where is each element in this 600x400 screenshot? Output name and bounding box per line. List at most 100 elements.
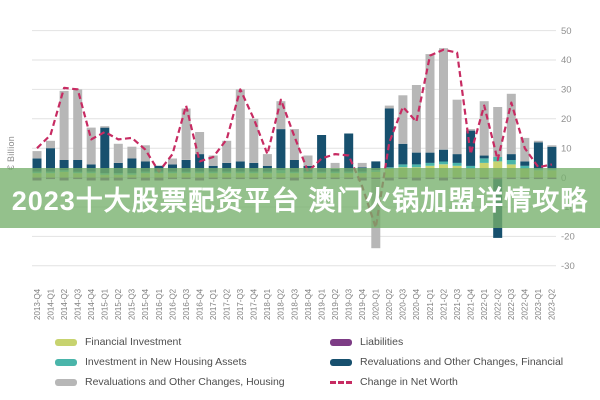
- y-tick-label: 20: [561, 114, 572, 125]
- bar-segment: [452, 99, 462, 155]
- x-tick-label: 2018-Q2: [277, 288, 286, 320]
- legend-item: Liabilities: [330, 334, 590, 350]
- bar-segment: [181, 160, 191, 172]
- bar-segment: [262, 154, 272, 166]
- bar-segment: [452, 162, 462, 166]
- x-tick-label: 2019-Q2: [331, 288, 340, 320]
- legend-column-left: Financial Investment Investment in New Ho…: [55, 330, 315, 396]
- x-tick-label: 2018-Q4: [304, 288, 313, 320]
- x-tick-label: 2020-Q1: [372, 288, 381, 320]
- bar-segment: [506, 154, 516, 160]
- bar-segment: [479, 155, 489, 159]
- x-tick-label: 2018-Q1: [263, 288, 272, 320]
- bar-segment: [59, 160, 69, 171]
- bar-segment: [127, 146, 137, 159]
- x-tick-label: 2021-Q4: [466, 288, 475, 320]
- bar-segment: [222, 140, 232, 163]
- bar-segment: [289, 160, 299, 172]
- bar-segment: [330, 162, 340, 169]
- bar-segment: [479, 158, 489, 163]
- bar-segment: [506, 160, 516, 165]
- legend-color-swatch: [330, 358, 352, 366]
- x-tick-label: 2022-Q2: [494, 288, 503, 320]
- x-tick-label: 2014-Q2: [60, 288, 69, 320]
- bar-segment: [533, 140, 543, 143]
- bar-segment: [289, 129, 299, 160]
- legend-dashed-line-swatch: [330, 380, 352, 384]
- bar-segment: [46, 140, 55, 149]
- x-tick-label: 2021-Q1: [426, 288, 435, 320]
- legend-column-right: Liabilities Revaluations and Other Change…: [330, 330, 590, 396]
- x-tick-label: 2021-Q2: [439, 288, 448, 320]
- net-worth-chart: 50403020100-10-20-302013-Q42014-Q12014-Q…: [32, 26, 575, 320]
- bar-segment: [439, 149, 448, 162]
- bar-segment: [398, 143, 408, 165]
- x-tick-label: 2022-Q4: [521, 288, 530, 320]
- net-worth-line: [36, 48, 553, 229]
- chart-legend: Financial Investment Investment in New Ho…: [0, 330, 600, 396]
- bar-segment: [547, 145, 557, 147]
- bar-segment: [384, 105, 394, 109]
- bar-segment: [533, 142, 543, 169]
- bar-segment: [73, 89, 83, 160]
- legend-color-swatch: [55, 338, 77, 346]
- bar-segment: [100, 126, 110, 128]
- bar-segment: [59, 90, 69, 160]
- legend-item: Financial Investment: [55, 334, 315, 350]
- bar-segment: [398, 95, 408, 144]
- bar-segment: [357, 162, 367, 168]
- x-tick-label: 2020-Q3: [399, 288, 408, 320]
- bar-segment: [276, 129, 286, 171]
- x-tick-label: 2016-Q2: [168, 288, 177, 320]
- legend-label: Financial Investment: [85, 336, 182, 348]
- promo-banner-text: 2023十大股票配资平台 澳门火锅加盟详情攻略: [11, 185, 589, 216]
- x-tick-label: 2014-Q1: [46, 288, 55, 320]
- bar-segment: [452, 154, 462, 163]
- x-tick-label: 2016-Q3: [182, 288, 191, 320]
- bar-segment: [127, 158, 137, 174]
- bar-segment: [276, 101, 286, 130]
- x-tick-label: 2023-Q2: [548, 288, 557, 320]
- bar-segment: [32, 158, 42, 172]
- bar-segment: [181, 108, 191, 160]
- y-tick-label: 30: [561, 85, 572, 96]
- bar-segment: [398, 164, 408, 168]
- bar-segment: [303, 155, 313, 166]
- bar-segment: [425, 162, 435, 166]
- x-tick-label: 2013-Q4: [33, 288, 42, 320]
- bar-segment: [73, 160, 83, 172]
- bar-segment: [317, 135, 327, 172]
- bar-segment: [493, 107, 503, 157]
- x-tick-label: 2015-Q4: [141, 288, 150, 320]
- bar-segment: [86, 127, 96, 165]
- x-tick-label: 2023-Q1: [534, 288, 543, 320]
- promo-banner-overlay: 2023十大股票配资平台 澳门火锅加盟详情攻略: [0, 168, 600, 228]
- x-tick-label: 2021-Q3: [453, 288, 462, 320]
- bar-segment: [425, 152, 435, 163]
- bar-segment: [208, 155, 218, 166]
- bar-segment: [384, 108, 394, 168]
- x-tick-label: 2017-Q1: [209, 288, 218, 320]
- legend-label: Revaluations and Other Changes, Housing: [85, 376, 285, 388]
- bar-segment: [195, 132, 205, 155]
- bar-segment: [466, 165, 476, 169]
- legend-label: Change in Net Worth: [360, 376, 458, 388]
- x-tick-label: 2018-Q3: [290, 288, 299, 320]
- x-tick-label: 2022-Q3: [507, 288, 516, 320]
- legend-item: Revaluations and Other Changes, Housing: [55, 374, 315, 390]
- bar-segment: [235, 89, 245, 162]
- x-tick-label: 2014-Q3: [74, 288, 83, 320]
- bar-segment: [506, 93, 516, 155]
- bar-segment: [249, 162, 259, 172]
- bar-segment: [439, 48, 448, 150]
- bar-segment: [344, 133, 354, 172]
- bar-segment: [425, 54, 435, 153]
- bar-segment: [479, 101, 489, 156]
- y-tick-label: 10: [561, 143, 572, 154]
- bar-segment: [32, 151, 42, 159]
- legend-color-swatch: [55, 378, 77, 386]
- legend-label: Liabilities: [360, 336, 404, 348]
- x-tick-label: 2014-Q4: [87, 288, 96, 320]
- legend-item: Change in Net Worth: [330, 374, 590, 390]
